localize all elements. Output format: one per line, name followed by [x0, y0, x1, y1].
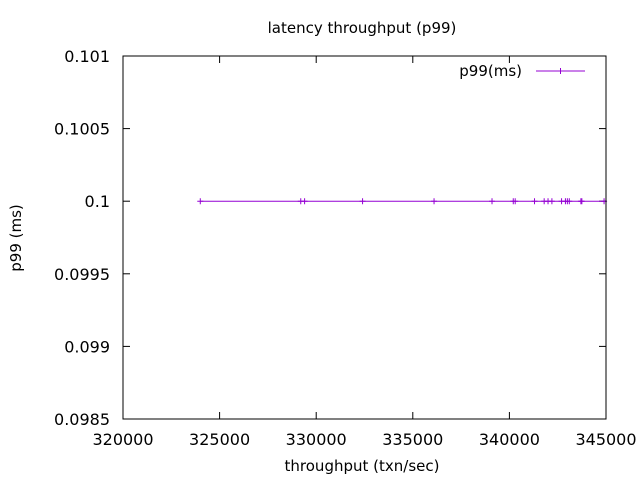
legend: p99(ms) — [459, 62, 585, 80]
x-tick-label-2: 330000 — [286, 430, 347, 449]
data-point-17 — [578, 198, 585, 205]
data-point-7 — [512, 198, 519, 205]
y-tick-label-5: 0.101 — [64, 47, 110, 66]
data-point-5 — [489, 198, 496, 205]
y-tick-label-4: 0.1005 — [54, 120, 110, 139]
data-point-11 — [548, 198, 555, 205]
x-tick-label-3: 335000 — [382, 430, 443, 449]
y-tick-label-1: 0.099 — [64, 337, 110, 356]
data-point-4 — [431, 198, 438, 205]
x-tick-label-1: 325000 — [189, 430, 250, 449]
data-point-8 — [531, 198, 538, 205]
data-point-0 — [197, 198, 204, 205]
data-point-2 — [301, 198, 308, 205]
plot-border — [122, 55, 607, 420]
chart-title: latency throughput (p99) — [268, 19, 457, 37]
data-point-15 — [566, 198, 573, 205]
data-point-3 — [359, 198, 366, 205]
series-layer — [197, 198, 608, 205]
x-tick-label-0: 320000 — [92, 430, 153, 449]
x-tick-label-4: 340000 — [479, 430, 540, 449]
y-tick-label-3: 0.1 — [85, 192, 110, 211]
legend-marker-p99 — [557, 68, 564, 74]
x-tick-label-5: 345000 — [575, 430, 636, 449]
y-tick-label-2: 0.0995 — [54, 265, 110, 284]
legend-label-p99: p99(ms) — [459, 62, 522, 80]
y-tick-label-0: 0.0985 — [54, 410, 110, 429]
y-axis-label: p99 (ms) — [7, 204, 25, 272]
x-axis-label: throughput (txn/sec) — [285, 457, 440, 475]
axis-tick-labels: 320000 325000 330000 335000 340000 345000 0.09… — [54, 47, 637, 449]
